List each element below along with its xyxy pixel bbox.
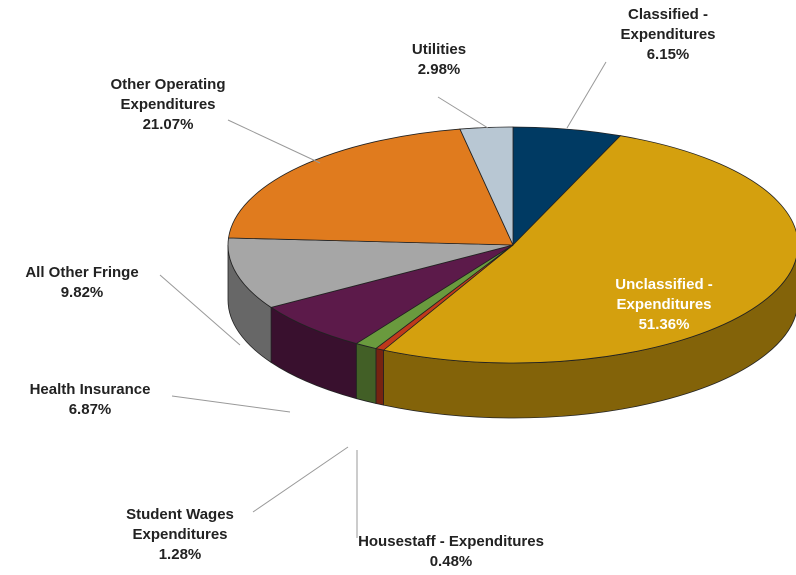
slice xyxy=(227,237,514,308)
leader-line xyxy=(227,119,321,164)
category-label: Housestaff - Expenditures xyxy=(358,533,544,550)
value-label: 1.28% xyxy=(158,546,202,563)
slice-label: Other Operating Expenditures 21.07% xyxy=(88,75,248,135)
slice-side xyxy=(375,347,384,406)
value-label: 2.98% xyxy=(417,61,461,78)
category-label: Other Operating Expenditures xyxy=(110,76,226,113)
category-label: Student Wages Expenditures xyxy=(126,506,234,543)
value-label: 51.36% xyxy=(638,316,690,333)
value-label: 6.15% xyxy=(646,46,690,63)
category-label: All Other Fringe xyxy=(25,264,139,281)
slice xyxy=(270,244,514,345)
value-label: 6.87% xyxy=(68,401,112,418)
slice-label: Student Wages Expenditures 1.28% xyxy=(110,505,250,565)
value-label: 0.48% xyxy=(429,553,473,570)
leader-line xyxy=(171,395,291,413)
value-label: 21.07% xyxy=(142,116,194,133)
slice-label: Unclassified - Expenditures 51.36% xyxy=(589,275,739,335)
slice xyxy=(382,135,796,364)
leader-line xyxy=(159,274,241,346)
slice xyxy=(228,128,514,246)
slice-label: Utilities 2.98% xyxy=(394,40,484,80)
category-label: Unclassified - Expenditures xyxy=(615,276,713,313)
slice-label: All Other Fringe 9.82% xyxy=(0,263,167,303)
leader-line xyxy=(252,446,349,513)
slice-side xyxy=(355,343,377,404)
slice-label: Housestaff - Expenditures 0.48% xyxy=(316,532,586,572)
category-label: Health Insurance xyxy=(29,381,151,398)
leader-line xyxy=(437,96,489,129)
leader-line xyxy=(566,61,607,129)
value-label: 9.82% xyxy=(60,284,104,301)
slice-label: Classified - Expenditures 6.15% xyxy=(608,5,728,65)
category-label: Utilities xyxy=(411,41,467,58)
category-label: Classified - Expenditures xyxy=(620,6,716,43)
slice-label: Health Insurance 6.87% xyxy=(5,380,175,420)
